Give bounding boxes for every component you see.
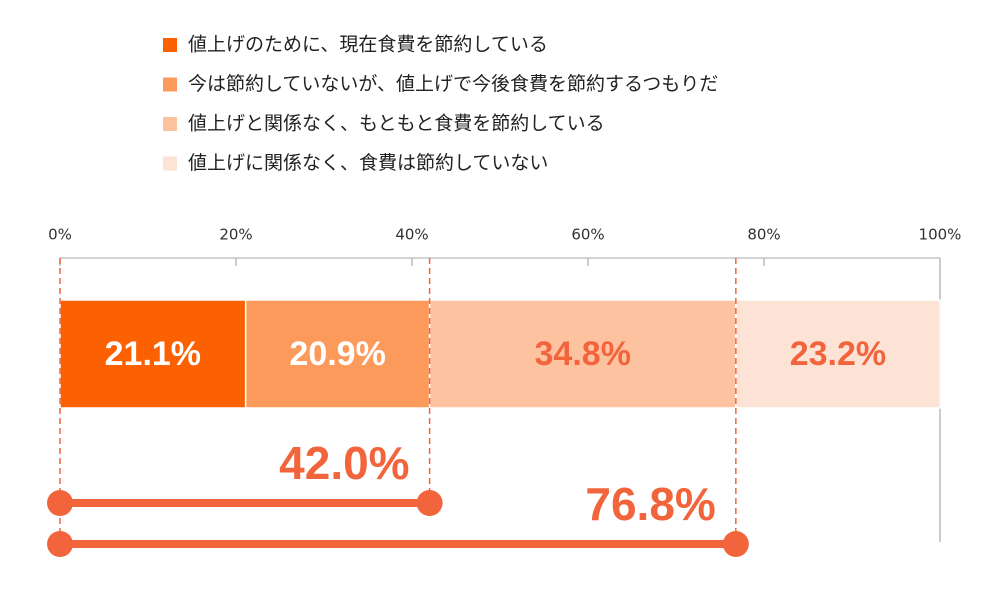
- value-label: 21.1%: [105, 335, 201, 373]
- x-tick-label: 40%: [395, 226, 428, 244]
- x-tick-label: 20%: [219, 226, 252, 244]
- value-label: 23.2%: [790, 335, 886, 373]
- legend-swatch: [163, 156, 177, 171]
- bar-segment: [735, 299, 941, 409]
- annotation-label: 76.8%: [585, 478, 715, 530]
- range-end: [722, 531, 749, 557]
- x-tick-label: 80%: [747, 226, 780, 244]
- value-label: 34.8%: [535, 335, 631, 373]
- legend-label: 今は節約していないが、値上げで今後食費を節約するつもりだ: [188, 73, 718, 95]
- x-tick-label: 60%: [571, 226, 604, 244]
- range-end: [416, 490, 443, 516]
- legend-label: 値上げに関係なく、食費は節約していない: [188, 152, 548, 174]
- value-label: 20.9%: [289, 335, 385, 373]
- bar-segment: [244, 299, 431, 409]
- range-start: [47, 531, 73, 557]
- legend-label: 値上げのために、現在食費を節約している: [188, 34, 548, 56]
- annotation-label: 42.0%: [279, 437, 409, 489]
- legend-label: 値上げと関係なく、もともと食費を節約している: [188, 113, 605, 135]
- legend-swatch: [163, 117, 177, 131]
- bar-segment: [428, 299, 737, 409]
- legend-swatch: [163, 38, 177, 52]
- range-start: [47, 490, 73, 516]
- x-tick-label: 0%: [48, 226, 72, 244]
- x-tick-label: 100%: [919, 226, 962, 244]
- legend-swatch: [163, 77, 177, 92]
